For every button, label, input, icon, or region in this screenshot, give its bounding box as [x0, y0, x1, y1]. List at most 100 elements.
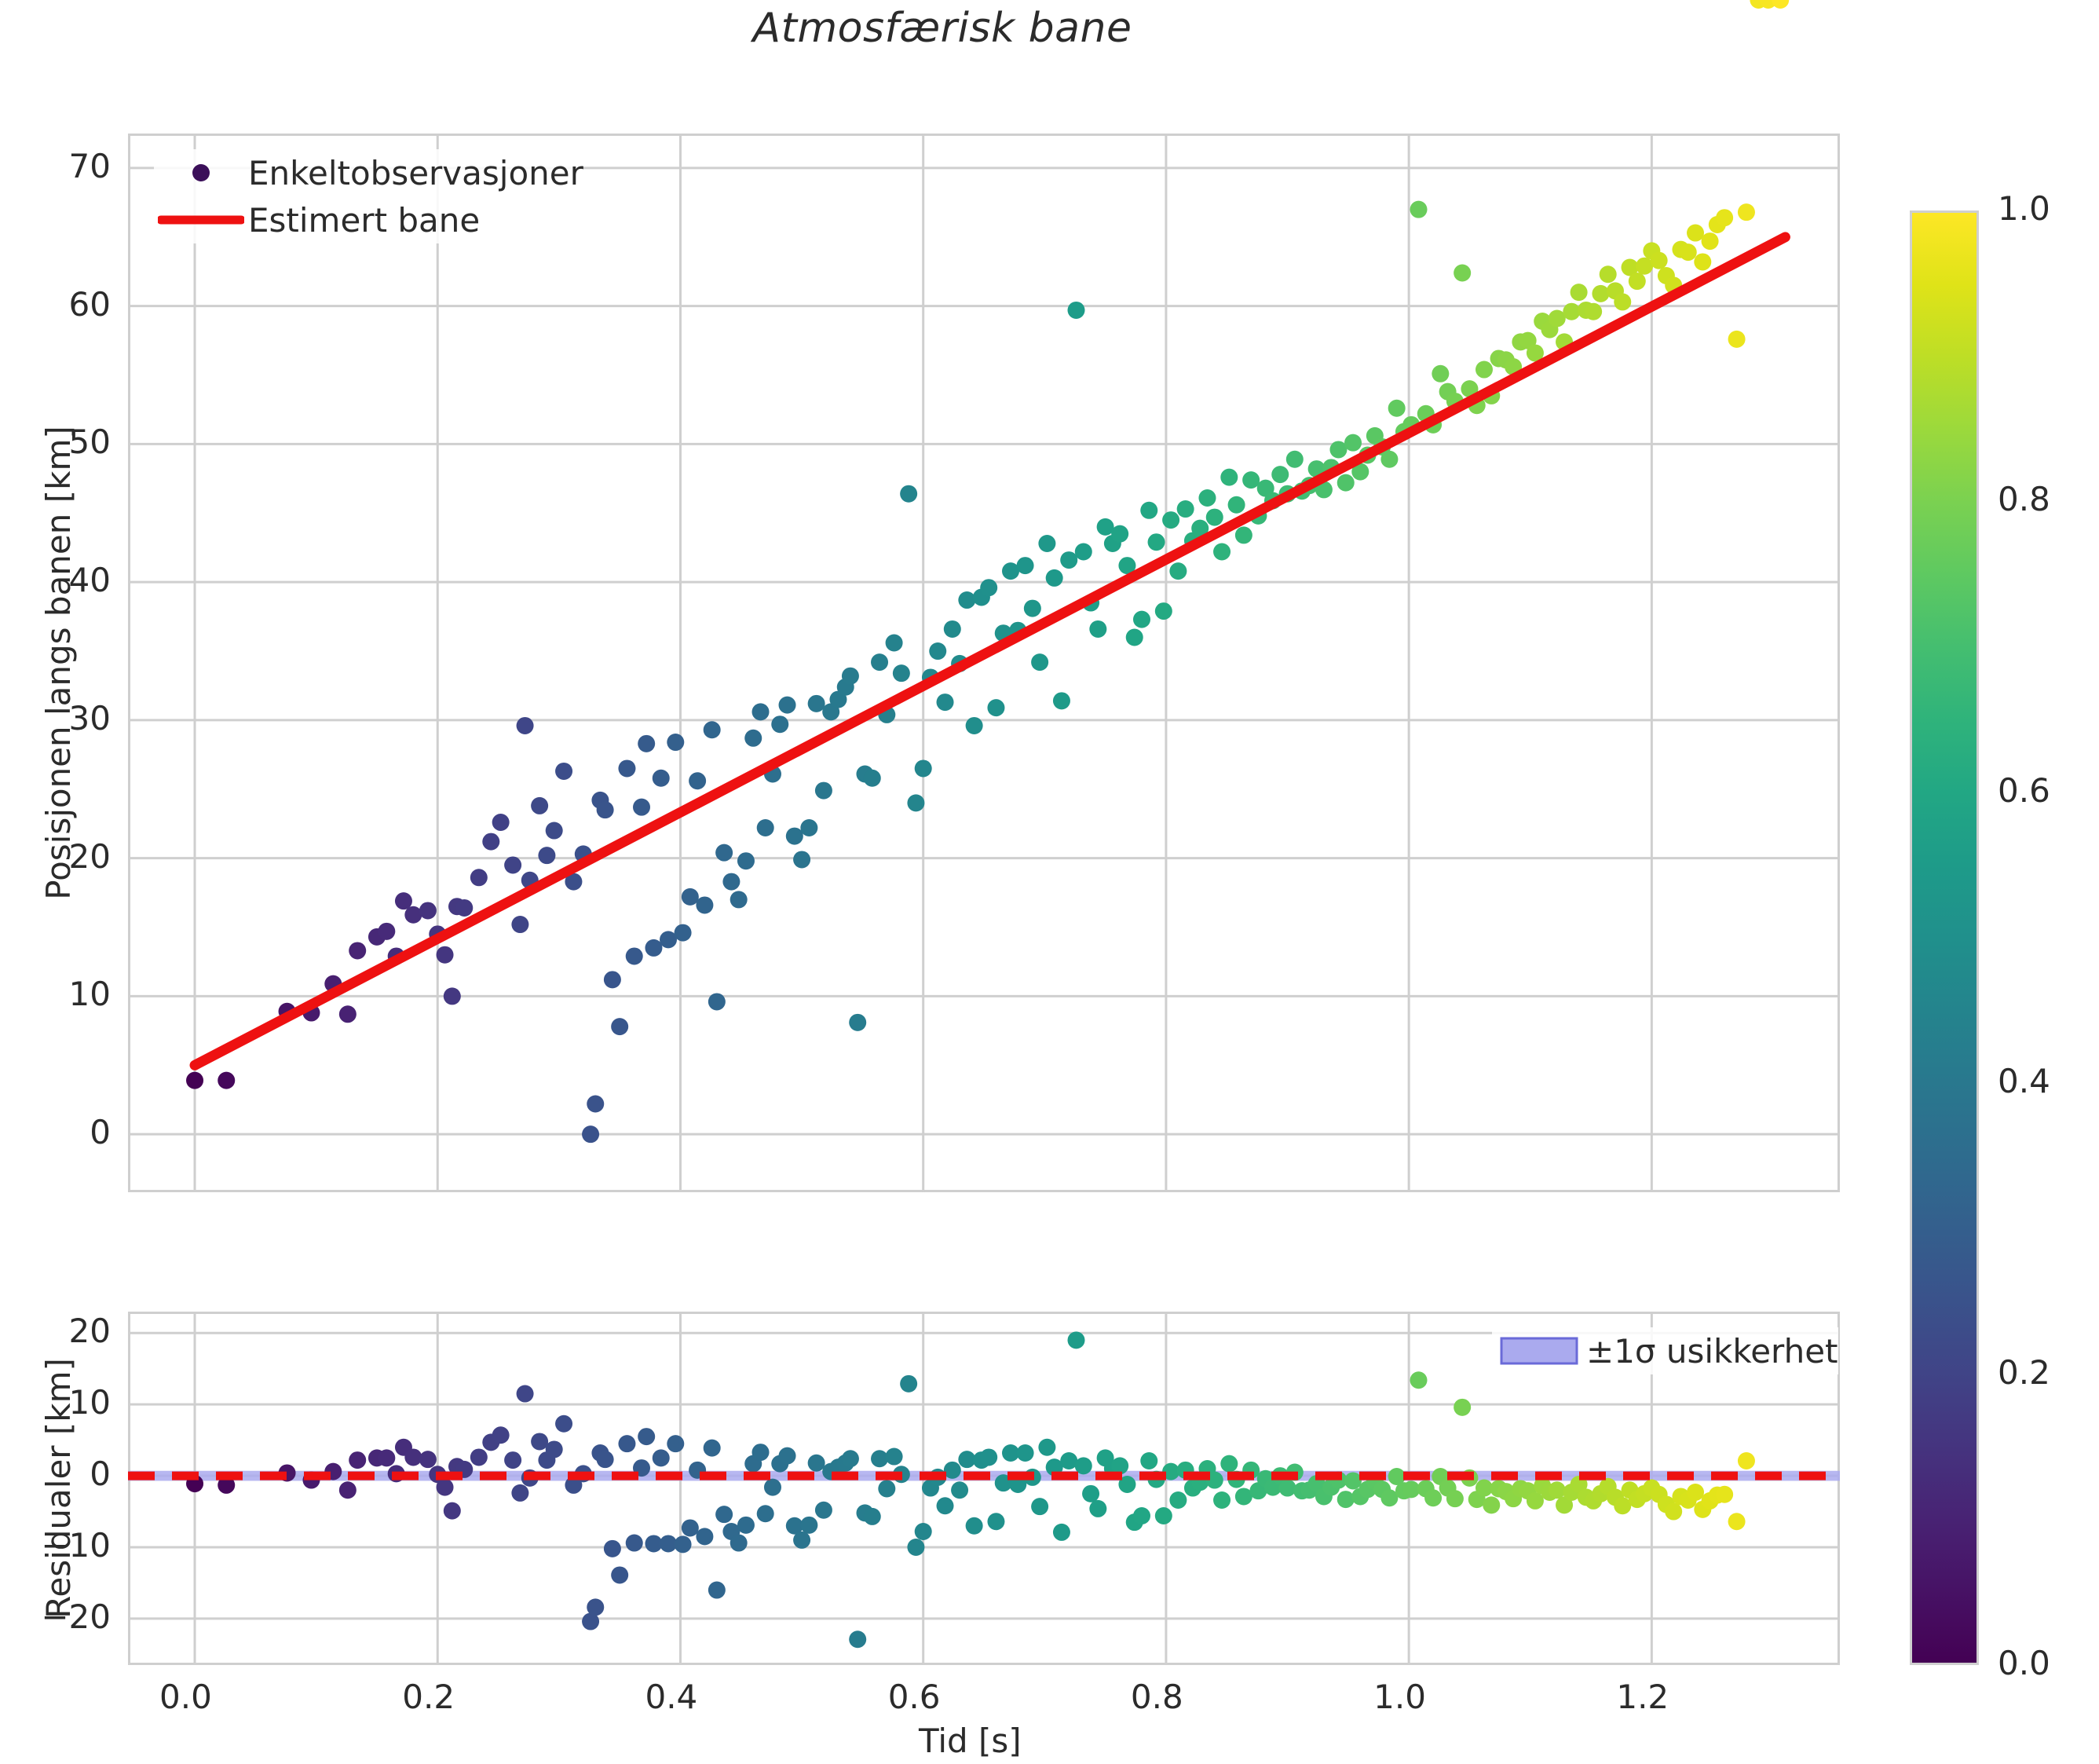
residual-point	[645, 1535, 663, 1553]
scatter-point	[1628, 273, 1646, 291]
scatter-point	[482, 833, 500, 851]
residual-point	[1475, 1479, 1493, 1497]
scatter-point	[730, 891, 748, 909]
scatter-point	[900, 485, 918, 503]
scatter-point	[814, 781, 832, 800]
residual-point	[470, 1448, 488, 1466]
legend-label-fit: Estimert bane	[248, 200, 481, 240]
residual-point	[1060, 1452, 1078, 1469]
x-axis-label: Tid [s]	[919, 1722, 1022, 1760]
residual-point	[436, 1478, 454, 1496]
scatter-point	[633, 798, 650, 816]
scatter-point	[545, 822, 563, 840]
tick-label: 0	[90, 1113, 111, 1152]
scatter-point	[1570, 284, 1588, 302]
scatter-point	[1388, 399, 1406, 417]
residual-point	[565, 1476, 583, 1494]
scatter-point	[703, 721, 721, 739]
tick-label: 0.8	[1130, 1678, 1183, 1716]
residual-point	[703, 1439, 721, 1457]
tick-label: 30	[68, 698, 111, 737]
scatter-point	[516, 716, 534, 734]
scatter-point	[492, 813, 510, 831]
residual-point	[516, 1385, 534, 1403]
scatter-point	[800, 819, 818, 837]
residual-point	[1089, 1499, 1107, 1517]
scatter-point	[756, 819, 774, 837]
scatter-point	[1118, 557, 1136, 575]
residual-point	[878, 1480, 896, 1498]
residual-point	[1728, 1513, 1746, 1531]
residual-point	[349, 1451, 367, 1469]
scatter-point	[1234, 526, 1252, 544]
residual-point	[1380, 1489, 1399, 1507]
legend-item-observations[interactable]: Enkeltobservasjoner	[154, 149, 583, 196]
legend-item-uncertainty[interactable]: ±1σ usikkerhet	[1492, 1327, 1838, 1374]
scatter-point	[1227, 496, 1245, 514]
scatter-point	[1052, 692, 1070, 710]
scatter-point	[1060, 551, 1078, 569]
residual-point	[660, 1535, 678, 1553]
residual-point	[638, 1428, 656, 1446]
tick-label: 0.2	[402, 1678, 455, 1716]
colorbar-tick-label: 0.0	[1998, 1644, 2050, 1682]
scatter-point	[1191, 519, 1209, 537]
residual-point	[404, 1448, 422, 1466]
residual-point	[338, 1481, 357, 1499]
scatter-point	[751, 703, 770, 721]
tick-label: 0	[90, 1455, 111, 1494]
scatter-point	[907, 794, 925, 812]
scatter-dot-icon	[154, 159, 248, 186]
main-y-axis-label: Posisjonen langs banen [km]	[39, 426, 78, 900]
scatter-point	[914, 759, 932, 778]
scatter-point	[349, 942, 367, 960]
uncertainty-patch-icon	[1492, 1335, 1586, 1367]
tick-label: −10	[41, 1526, 111, 1565]
scatter-point	[338, 1005, 357, 1023]
residual-point	[1665, 1502, 1683, 1521]
scatter-point	[565, 873, 583, 891]
residual-point	[1031, 1498, 1049, 1516]
main-plot-legend[interactable]: Enkeltobservasjoner Estimert bane	[154, 149, 583, 243]
fit-line	[189, 232, 1790, 1070]
scatter-point	[1461, 380, 1479, 398]
scatter-point	[722, 873, 741, 891]
residual-point	[696, 1528, 714, 1546]
scatter-point	[538, 847, 556, 865]
residual-point	[708, 1581, 726, 1599]
scatter-point	[1162, 511, 1180, 529]
scatter-point	[1285, 450, 1304, 468]
residual-point	[1687, 1484, 1705, 1501]
tick-label: 10	[68, 975, 111, 1014]
residual-point	[218, 1476, 236, 1494]
colorbar[interactable]	[1910, 210, 1979, 1665]
residual-point	[1716, 1485, 1734, 1503]
residual-point	[814, 1501, 832, 1519]
tick-label: 0.6	[887, 1678, 941, 1716]
scatter-point	[1636, 257, 1654, 275]
scatter-point	[771, 715, 789, 734]
scatter-point	[1132, 610, 1150, 628]
residual-point	[1132, 1507, 1150, 1524]
tick-label: 70	[68, 146, 111, 185]
tick-label: 10	[68, 1383, 111, 1422]
scatter-point	[1147, 533, 1165, 551]
scatter-point	[987, 699, 1005, 717]
residual-plot-legend[interactable]: ±1σ usikkerhet	[1492, 1327, 1838, 1374]
residual-point	[1052, 1523, 1070, 1541]
scatter-point	[511, 916, 529, 934]
residual-point	[531, 1433, 549, 1451]
scatter-point	[404, 906, 422, 924]
residual-point	[1016, 1444, 1034, 1462]
scatter-point	[689, 772, 707, 790]
scatter-point	[871, 653, 889, 672]
scatter-point	[1599, 265, 1617, 284]
main-plot-axes	[128, 134, 1840, 1192]
tick-label: 0.0	[159, 1678, 212, 1716]
scatter-point	[1650, 251, 1668, 269]
legend-item-fit[interactable]: Estimert bane	[154, 196, 583, 243]
scatter-point	[1315, 481, 1333, 499]
residual-point	[1446, 1490, 1464, 1508]
residual-point	[596, 1451, 614, 1469]
